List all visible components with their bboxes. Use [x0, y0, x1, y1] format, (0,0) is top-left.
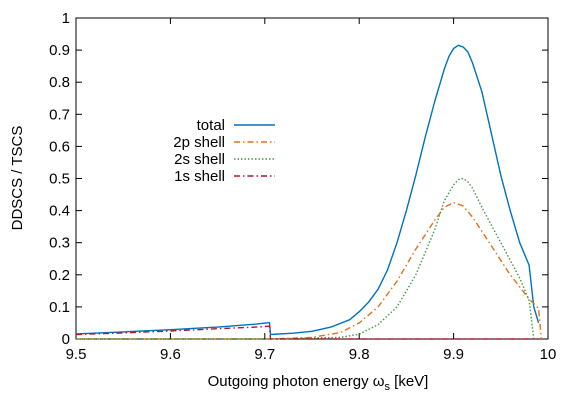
x-tick-label: 9.9: [443, 346, 464, 363]
legend-label: 2s shell: [174, 151, 225, 168]
y-tick-label: 0.4: [49, 203, 70, 220]
x-tick-label: 9.7: [254, 346, 275, 363]
x-tick-label: 9.8: [349, 346, 370, 363]
x-tick-label: 10: [540, 346, 557, 363]
y-tick-label: 0.9: [49, 42, 70, 59]
plot-border: [75, 17, 549, 340]
series-group: [75, 44, 543, 340]
y-tick-label: 0.5: [49, 171, 70, 188]
y-tick-label: 0.2: [49, 267, 70, 284]
x-tick-label: 9.6: [160, 346, 181, 363]
y-tick-label: 0.7: [49, 106, 70, 123]
series-line-2s-shell: [76, 177, 535, 340]
legend-label: 2p shell: [173, 134, 225, 151]
legend-label: total: [197, 117, 225, 134]
series-line-1s-shell: [75, 325, 539, 340]
x-tick-label: 9.5: [66, 346, 87, 363]
y-axis: 0 0.1 0.2 0.3 0.4 0.5 0.6 0.7 0.8 0.9 1: [49, 10, 548, 348]
y-tick-label: 0.1: [49, 299, 70, 316]
legend-label: 1s shell: [174, 168, 225, 185]
y-tick-label: 1: [62, 10, 70, 27]
y-tick-label: 0: [62, 331, 70, 348]
y-tick-label: 0.8: [49, 74, 70, 91]
x-axis: 9.5 9.6 9.7 9.8 9.9 10: [66, 18, 557, 363]
x-axis-label: Outgoing photon energy ωs [keV]: [208, 373, 429, 393]
series-line-2p-shell: [76, 201, 543, 340]
plot-frame: [75, 17, 549, 340]
series-line-total: [75, 44, 540, 336]
y-tick-label: 0.3: [49, 235, 70, 252]
y-axis-label: DDSCS / TSCS: [9, 126, 26, 231]
y-tick-label: 0.6: [49, 138, 70, 155]
